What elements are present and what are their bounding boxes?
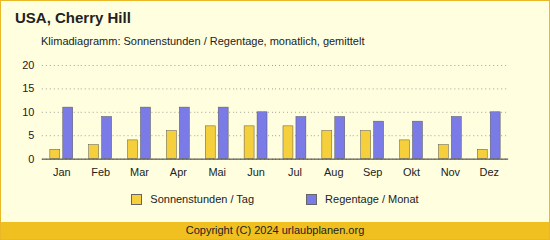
html-text:Sonnenstunden / Tag: Sonnenstunden / Tag <box>150 193 255 205</box>
svg-text:Mai: Mai <box>208 166 226 178</box>
svg-text:Jul: Jul <box>288 166 302 178</box>
html-text:Klimadiagramm: Sonnenstunden /: Klimadiagramm: Sonnenstunden / Regentage… <box>41 35 365 47</box>
svg-text:Apr: Apr <box>170 166 187 178</box>
svg-text:15: 15 <box>22 82 34 94</box>
svg-text:Feb: Feb <box>91 166 110 178</box>
svg-text:10: 10 <box>22 106 34 118</box>
html-text:USA, Cherry Hill: USA, Cherry Hill <box>15 9 131 26</box>
svg-text:Nov: Nov <box>441 166 461 178</box>
svg-text:0: 0 <box>28 153 34 165</box>
svg-text:Jan: Jan <box>53 166 71 178</box>
svg-text:Aug: Aug <box>324 166 343 178</box>
svg-text:Mar: Mar <box>130 166 149 178</box>
svg-text:Jun: Jun <box>247 166 265 178</box>
svg-text:20: 20 <box>22 59 34 71</box>
html-text:Copyright (C) 2024 urlaubplane: Copyright (C) 2024 urlaubplanen.org <box>185 224 365 236</box>
svg-text:Sep: Sep <box>363 166 382 178</box>
svg-text:Okt: Okt <box>403 166 420 178</box>
html-text:Regentage / Monat: Regentage / Monat <box>325 193 419 205</box>
svg-text:Dez: Dez <box>479 166 498 178</box>
svg-text:5: 5 <box>28 129 34 141</box>
